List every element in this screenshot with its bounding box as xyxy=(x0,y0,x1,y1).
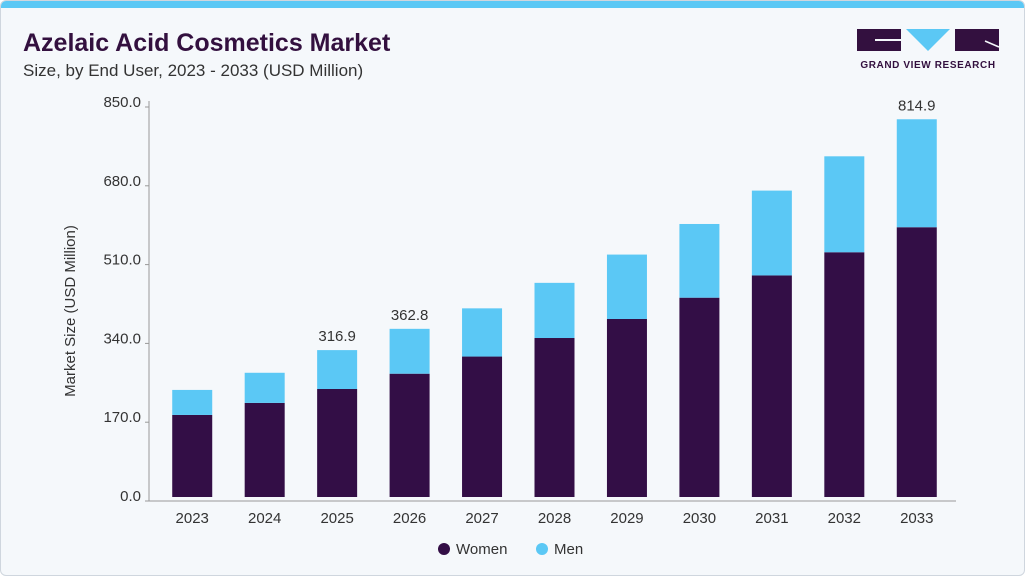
x-tick-label: 2031 xyxy=(755,510,788,527)
x-tick-label: 2029 xyxy=(610,510,643,527)
bar-men-2026 xyxy=(389,328,430,374)
bar-women-2030 xyxy=(679,297,720,497)
bar-women-2027 xyxy=(462,356,503,497)
y-axis-label: Market Size (USD Million) xyxy=(62,225,79,397)
legend-marker-men xyxy=(536,543,548,555)
bar-men-2030 xyxy=(679,223,720,298)
x-tick-label: 2030 xyxy=(683,510,716,527)
data-label-2026: 362.8 xyxy=(391,307,429,324)
bar-men-2031 xyxy=(751,190,792,276)
data-label-2033: 814.9 xyxy=(898,97,936,114)
x-tick-label: 2025 xyxy=(320,510,353,527)
y-tick-label: 510.0 xyxy=(103,252,141,269)
data-label-2025: 316.9 xyxy=(318,328,356,345)
bar-men-2023 xyxy=(172,389,213,415)
bar-women-2025 xyxy=(317,388,358,497)
bar-women-2032 xyxy=(824,252,865,497)
x-tick-label: 2026 xyxy=(393,510,426,527)
bar-men-2032 xyxy=(824,156,865,253)
x-tick-label: 2027 xyxy=(465,510,498,527)
y-tick-label: 680.0 xyxy=(103,173,141,190)
y-tick-label: 340.0 xyxy=(103,330,141,347)
x-tick-label: 2023 xyxy=(176,510,209,527)
bar-women-2028 xyxy=(534,338,575,497)
bar-men-2028 xyxy=(534,282,575,339)
bar-women-2026 xyxy=(389,373,430,497)
legend-marker-women xyxy=(438,543,450,555)
legend-label-women: Women xyxy=(456,541,507,558)
chart-subtitle: Size, by End User, 2023 - 2033 (USD Mill… xyxy=(23,61,364,80)
accent-bar xyxy=(1,1,1024,8)
bar-men-2024 xyxy=(244,372,285,403)
bar-women-2023 xyxy=(172,414,213,497)
y-tick-label: 170.0 xyxy=(103,409,141,426)
x-tick-label: 2024 xyxy=(248,510,281,527)
bar-women-2031 xyxy=(751,275,792,497)
y-tick-label: 850.0 xyxy=(103,94,141,111)
bar-women-2029 xyxy=(606,319,647,497)
bar-women-2024 xyxy=(244,402,285,497)
x-tick-label: 2032 xyxy=(828,510,861,527)
bar-men-2029 xyxy=(606,254,647,320)
bar-men-2025 xyxy=(317,350,358,389)
grand-view-research-logo: GRAND VIEW RESEARCH xyxy=(857,29,999,71)
y-tick-label: 0.0 xyxy=(120,488,141,505)
bar-women-2033 xyxy=(896,227,937,497)
x-tick-label: 2033 xyxy=(900,510,933,527)
bar-men-2027 xyxy=(462,308,503,357)
x-tick-label: 2028 xyxy=(538,510,571,527)
chart-title: Azelaic Acid Cosmetics Market xyxy=(23,29,391,57)
svg-text:GRAND VIEW RESEARCH: GRAND VIEW RESEARCH xyxy=(860,60,995,71)
legend-label-men: Men xyxy=(554,541,583,558)
bar-men-2033 xyxy=(896,119,937,228)
